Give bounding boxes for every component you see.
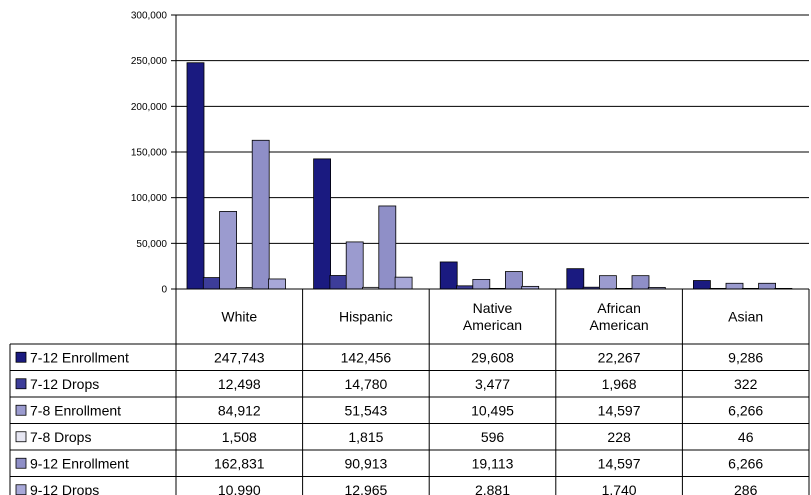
bar: [504, 271, 523, 290]
legend-label: 7-12 Enrollment: [30, 349, 129, 365]
data-table-cell: 90,913: [344, 455, 387, 471]
y-tick-label: 100,000: [131, 193, 168, 204]
bar: [202, 277, 221, 290]
legend-swatch: [15, 378, 27, 390]
bar: [758, 282, 776, 290]
data-table-cell: 142,456: [341, 349, 392, 365]
legend-label: 7-8 Drops: [30, 429, 91, 445]
data-table-cell: 2,881: [475, 482, 510, 495]
bar: [394, 276, 413, 290]
data-table-cell: 46: [738, 429, 754, 445]
data-table-cell: 22,267: [598, 349, 641, 365]
y-tick-label: 0: [161, 285, 167, 296]
data-table-cell: 6,266: [728, 402, 763, 418]
data-table-cell: 247,743: [214, 349, 265, 365]
data-table-cell: 228: [607, 429, 631, 445]
y-tick-label: 250,000: [131, 56, 168, 67]
data-table-cell: 14,597: [598, 455, 641, 471]
bar: [566, 268, 585, 290]
legend-swatch: [15, 484, 27, 495]
y-tick-label: 150,000: [131, 148, 168, 159]
data-table-cell: 19,113: [472, 455, 514, 471]
bar: [313, 158, 332, 290]
legend-label: 9-12 Drops: [30, 482, 99, 495]
data-table-cell: 12,965: [344, 482, 387, 495]
legend-swatch: [15, 351, 27, 363]
legend-label: 7-8 Enrollment: [30, 402, 121, 418]
bar: [329, 275, 348, 290]
category-label: Native: [473, 300, 513, 316]
bar: [378, 205, 397, 290]
data-table-cell: 1,968: [602, 376, 637, 392]
y-tick-label: 300,000: [131, 11, 168, 22]
legend-swatch: [15, 431, 27, 443]
legend-label: 7-12 Drops: [30, 376, 99, 392]
data-table-cell: 3,477: [475, 376, 510, 392]
legend-swatch: [15, 404, 27, 416]
data-table-cell: 6,266: [728, 455, 763, 471]
data-table-cell: 1,508: [222, 429, 257, 445]
bar: [219, 211, 238, 290]
data-table-cell: 1,740: [602, 482, 637, 495]
category-label: Asian: [728, 309, 763, 325]
y-tick-label: 200,000: [131, 102, 168, 113]
data-table-cell: 12,498: [218, 376, 261, 392]
bar: [631, 275, 650, 290]
data-table-cell: 1,815: [348, 429, 383, 445]
bar: [186, 62, 205, 290]
category-label: American: [590, 317, 649, 333]
bar: [268, 278, 286, 290]
data-table-cell: 10,495: [471, 402, 514, 418]
bar: [439, 261, 458, 290]
legend-label: 9-12 Enrollment: [30, 455, 129, 471]
category-label: African: [597, 300, 641, 316]
data-table-cell: 29,608: [471, 349, 514, 365]
data-table-cell: 51,543: [344, 402, 387, 418]
data-table-cell: 10,990: [218, 482, 261, 495]
y-tick-label: 50,000: [136, 239, 167, 250]
data-table-cell: 84,912: [218, 402, 261, 418]
data-table-cell: 162,831: [214, 455, 265, 471]
category-label: Hispanic: [339, 309, 393, 325]
bar: [693, 280, 711, 290]
legend-swatch: [15, 457, 27, 469]
data-table-cell: 14,597: [598, 402, 641, 418]
data-table-cell: 9,286: [728, 349, 763, 365]
data-table-cell: 322: [734, 376, 758, 392]
bar: [345, 241, 364, 290]
bar: [599, 275, 617, 290]
bar: [251, 139, 270, 290]
data-table-cell: 286: [734, 482, 758, 495]
category-label: American: [463, 317, 522, 333]
data-table-cell: 596: [481, 429, 505, 445]
category-label: White: [221, 309, 257, 325]
bar: [725, 282, 744, 290]
data-table-cell: 14,780: [344, 376, 387, 392]
bar: [472, 279, 491, 290]
